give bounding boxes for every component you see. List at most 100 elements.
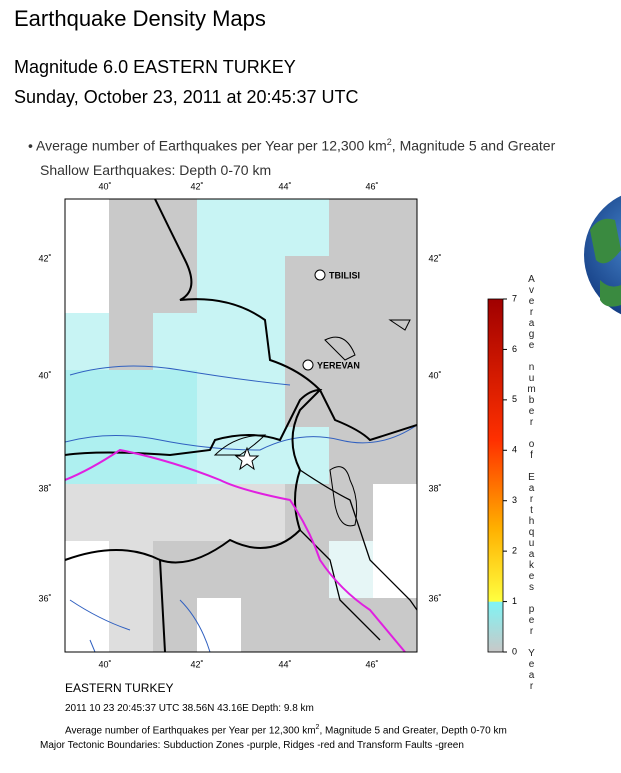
- colorbar-tick-label: 5: [512, 394, 517, 404]
- colorbar-tick-label: 7: [512, 293, 517, 303]
- density-cell: [65, 199, 109, 256]
- river: [65, 424, 417, 451]
- page-title: Earthquake Density Maps: [14, 6, 266, 31]
- lat-label: 42˚: [38, 253, 51, 263]
- density-cell: [109, 256, 153, 313]
- density-cell: [241, 370, 285, 427]
- legend-end: , Magnitude 5 and Greater: [391, 137, 556, 154]
- density-cell: [65, 427, 109, 484]
- river: [69, 599, 211, 652]
- density-cell: [197, 541, 241, 598]
- density-cell: [329, 541, 373, 598]
- lon-label: 40˚: [98, 181, 111, 191]
- density-cell: [373, 484, 417, 541]
- caption-tectonic: Major Tectonic Boundaries: Subduction Zo…: [40, 740, 464, 751]
- lat-label: 42˚: [428, 253, 441, 263]
- city-label: TBILISI: [329, 270, 360, 280]
- border: [154, 199, 417, 442]
- globe-land: [590, 218, 621, 307]
- density-cell: [329, 484, 373, 541]
- density-cell: [241, 199, 285, 256]
- caption-density-sup: 2: [315, 724, 320, 731]
- colorbar-tick-label: 4: [512, 445, 517, 455]
- density-cell: [373, 598, 417, 652]
- density-cell: [197, 484, 241, 541]
- density-cell: [241, 541, 285, 598]
- density-cell: [65, 541, 109, 598]
- colorbar-tick-label: 3: [512, 495, 517, 505]
- map-frame: [64, 198, 418, 653]
- city-label: YEREVAN: [317, 360, 360, 370]
- density-cell: [241, 484, 285, 541]
- density-cell: [153, 313, 197, 370]
- caption-density: Average number of Earthquakes per Year p…: [65, 724, 507, 736]
- colorbar-label: Average number of Earthquakes per Year: [526, 274, 537, 692]
- city-marker: [302, 359, 314, 371]
- colorbar: [487, 298, 504, 653]
- density-cell: [65, 484, 109, 541]
- lon-label: 44˚: [278, 181, 291, 191]
- epicenter: [234, 446, 260, 471]
- density-cell: [65, 370, 109, 427]
- legend-text: • Average number of Earthquakes per Year…: [28, 137, 556, 154]
- colorbar-tick-label: 2: [512, 546, 517, 556]
- density-cell: [197, 598, 241, 652]
- caption-region: EASTERN TURKEY: [65, 681, 174, 695]
- density-cell: [65, 313, 109, 370]
- density-cell: [373, 370, 417, 427]
- density-cell: [65, 256, 109, 313]
- density-cell: [153, 598, 197, 652]
- border: [65, 388, 323, 652]
- density-cell: [329, 370, 373, 427]
- density-cell: [373, 256, 417, 313]
- lon-label: 44˚: [278, 659, 291, 669]
- lon-label: 42˚: [190, 181, 203, 191]
- density-cell: [329, 199, 373, 256]
- river: [69, 365, 291, 386]
- density-cell: [373, 427, 417, 484]
- lat-label: 36˚: [38, 593, 51, 603]
- colorbar-tick-label: 0: [512, 646, 517, 656]
- legend-sup: 2: [386, 137, 392, 147]
- density-cell: [241, 313, 285, 370]
- density-cell: [285, 484, 329, 541]
- density-cell: [153, 427, 197, 484]
- density-cell: [153, 370, 197, 427]
- legend-subtitle: Shallow Earthquakes: Depth 0-70 km: [40, 162, 272, 178]
- lat-label: 38˚: [38, 483, 51, 493]
- legend-main: Average number of Earthquakes per Year p…: [36, 137, 387, 154]
- city-marker: [314, 269, 326, 281]
- density-cell: [285, 427, 329, 484]
- lat-label: 36˚: [428, 593, 441, 603]
- border: [65, 549, 161, 561]
- lat-label: 40˚: [38, 370, 51, 380]
- lake: [329, 466, 358, 527]
- density-cell: [373, 199, 417, 256]
- lon-label: 46˚: [365, 659, 378, 669]
- lat-label: 38˚: [428, 483, 441, 493]
- density-grid: [65, 199, 417, 652]
- colorbar-tick-label: 1: [512, 596, 517, 606]
- density-cell: [153, 484, 197, 541]
- colorbar-tick-label: 6: [512, 344, 517, 354]
- density-cell: [197, 313, 241, 370]
- density-cell: [285, 199, 329, 256]
- density-cell: [109, 313, 153, 370]
- caption-density-main: Average number of Earthquakes per Year p…: [65, 725, 316, 737]
- caption-event: 2011 10 23 20:45:37 UTC 38.56N 43.16E De…: [65, 703, 314, 714]
- density-cell: [197, 370, 241, 427]
- caption-density-end: , Magnitude 5 and Greater, Depth 0-70 km: [319, 725, 507, 737]
- lon-label: 40˚: [98, 659, 111, 669]
- density-cell: [153, 256, 197, 313]
- fault: [65, 448, 406, 652]
- density-cell: [241, 598, 285, 652]
- density-cell: [329, 313, 373, 370]
- density-cell: [241, 256, 285, 313]
- density-cell: [109, 484, 153, 541]
- density-cell: [285, 541, 329, 598]
- density-cell: [285, 256, 329, 313]
- lon-label: 42˚: [190, 659, 203, 669]
- density-cell: [329, 256, 373, 313]
